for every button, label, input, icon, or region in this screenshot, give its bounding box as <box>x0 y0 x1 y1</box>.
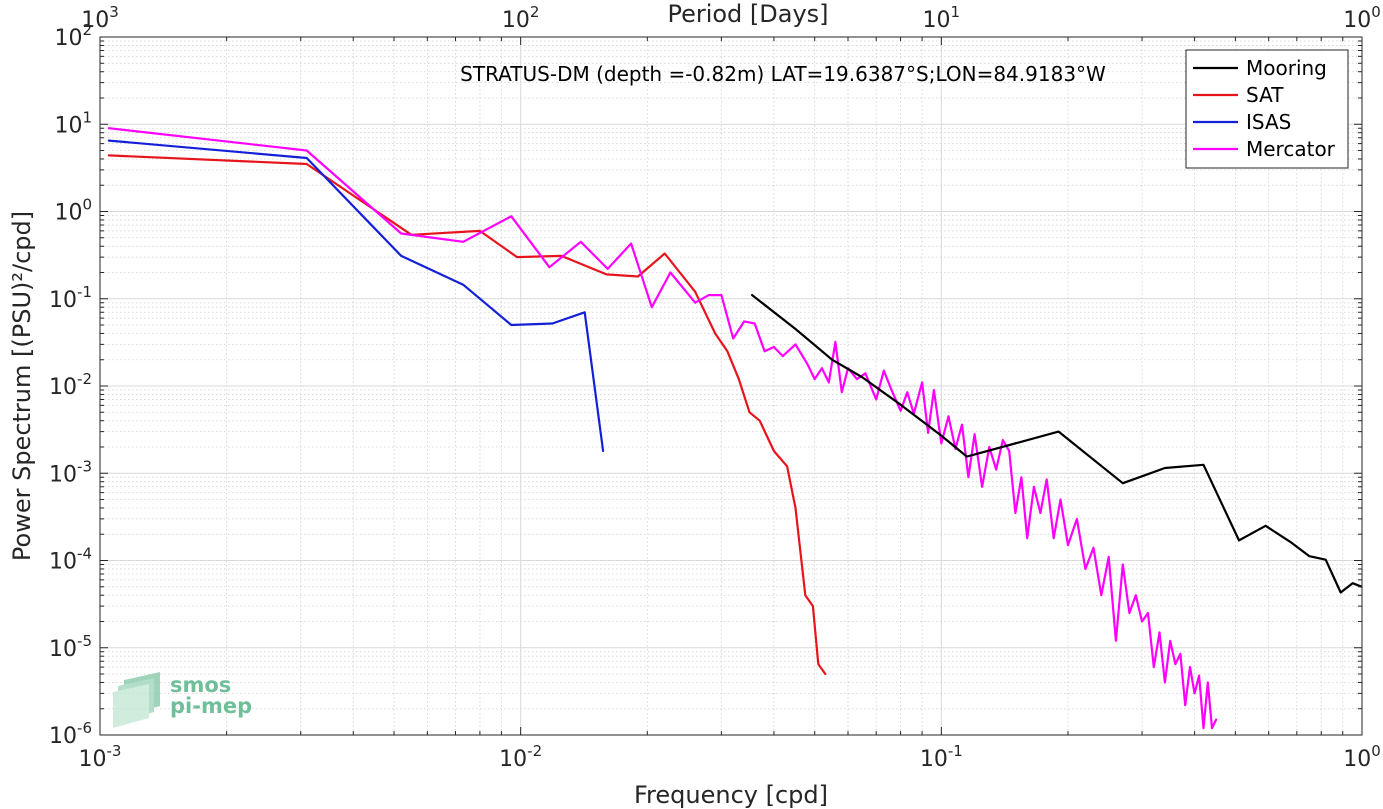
y-tick-label: 10-6 <box>49 719 92 749</box>
y-tick-label: 10-2 <box>49 370 92 400</box>
x2-tick-label: 100 <box>1343 3 1381 33</box>
y-tick-label: 10-4 <box>49 545 92 575</box>
legend-entries: Mooring SAT ISAS Mercator <box>1193 56 1336 161</box>
logo-text-smos: smos <box>170 673 231 697</box>
y-tick-label: 102 <box>54 21 92 51</box>
x2-axis-title: Period [Days] <box>667 0 828 28</box>
x-axis-title: Frequency [cpd] <box>634 781 828 809</box>
legend-label-isas: ISAS <box>1246 110 1291 134</box>
smos-pi-mep-logo: smos pi-mep <box>113 672 252 728</box>
tick-marks <box>99 36 1363 736</box>
series-line-mercator <box>107 127 1218 730</box>
x2-tick-label: 103 <box>81 3 119 33</box>
x-tick-label: 10-2 <box>499 742 542 772</box>
y-tick-label: 100 <box>54 196 92 226</box>
y-tick-label: 10-1 <box>49 283 92 313</box>
legend-label-mooring: Mooring <box>1246 56 1327 80</box>
logo-mark-icon <box>113 672 160 728</box>
legend-label-sat: SAT <box>1246 83 1284 107</box>
series-line-sat <box>107 154 827 676</box>
x-tick-label: 10-3 <box>79 742 122 772</box>
legend-label-mercator: Mercator <box>1246 137 1336 161</box>
x2-tick-label: 101 <box>923 3 961 33</box>
y-tick-label: 10-5 <box>49 632 92 662</box>
series-layer <box>107 127 1362 730</box>
chart-annotation: STRATUS-DM (depth =-0.82m) LAT=19.6387°S… <box>460 62 1106 86</box>
logo-text-pi-mep: pi-mep <box>170 694 252 718</box>
y-axis-title: Power Spectrum [(PSU)²/cpd] <box>8 211 36 561</box>
series-line-mooring <box>750 294 1362 594</box>
y-tick-label: 101 <box>54 108 92 138</box>
legend: Mooring SAT ISAS Mercator <box>1185 49 1349 169</box>
series-line-isas <box>107 139 605 453</box>
x-tick-label: 10-1 <box>920 742 963 772</box>
x2-tick-label: 102 <box>502 3 540 33</box>
x-tick-label: 100 <box>1343 742 1381 772</box>
y-tick-label: 10-3 <box>49 457 92 487</box>
